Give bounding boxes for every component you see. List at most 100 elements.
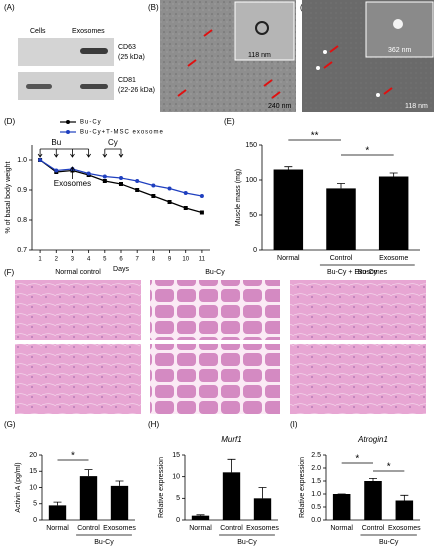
bar bbox=[191, 515, 210, 520]
panel-label: (E) bbox=[224, 117, 235, 126]
x-tick-label: 11 bbox=[199, 257, 206, 263]
column-label: Exosomes bbox=[72, 28, 105, 35]
x-tick-label: Control bbox=[220, 525, 243, 532]
y-tick-label: 0.9 bbox=[17, 187, 27, 194]
point bbox=[119, 182, 123, 186]
significance-label: * bbox=[71, 451, 75, 462]
scale-label: 118 nm bbox=[405, 103, 428, 110]
y-tick-label: 15 bbox=[172, 452, 180, 459]
y-tick-label: 150 bbox=[245, 142, 257, 149]
vesicle bbox=[393, 19, 403, 29]
point bbox=[151, 183, 156, 188]
bar bbox=[222, 472, 241, 520]
x-axis-label: Days bbox=[113, 266, 129, 273]
x-tick-label: Normal bbox=[277, 255, 300, 262]
error-bar bbox=[84, 469, 93, 477]
point bbox=[38, 158, 43, 162]
annotation: Exosomes bbox=[54, 179, 91, 188]
group-label: Bu-Cy bbox=[379, 539, 399, 546]
y-tick-label: 0.7 bbox=[17, 247, 27, 254]
error-bar bbox=[227, 458, 236, 473]
bar bbox=[332, 494, 351, 520]
bar bbox=[79, 476, 98, 520]
point bbox=[199, 210, 204, 215]
marker-size: (22-26 kDa) bbox=[118, 87, 155, 94]
bar bbox=[378, 176, 409, 250]
point bbox=[135, 179, 140, 183]
legend-label: Bu-Cy bbox=[80, 120, 102, 126]
legend-marker bbox=[66, 120, 70, 124]
column-title: Normal control bbox=[55, 269, 101, 276]
x-tick-label: Normal bbox=[189, 525, 212, 532]
error-bar bbox=[369, 478, 377, 481]
x-tick-label: 6 bbox=[119, 257, 123, 263]
dose-arrow bbox=[86, 149, 91, 158]
y-tick-label: 50 bbox=[249, 212, 257, 219]
significance-label: ** bbox=[311, 131, 319, 142]
y-tick-label: 10 bbox=[172, 474, 180, 481]
bar bbox=[253, 498, 272, 520]
y-tick-label: 15 bbox=[29, 468, 37, 475]
x-tick-label: 10 bbox=[182, 257, 189, 263]
error-bar bbox=[284, 166, 293, 170]
histology-image bbox=[15, 344, 141, 414]
marker-size: (25 kDa) bbox=[118, 54, 145, 61]
point bbox=[183, 206, 188, 210]
column-label: Cells bbox=[30, 28, 46, 35]
point bbox=[86, 171, 91, 176]
error-bar bbox=[337, 183, 345, 189]
annotation: Cy bbox=[108, 138, 118, 147]
point bbox=[199, 194, 204, 198]
dose-arrow bbox=[102, 149, 108, 158]
y-tick-label: 2.5 bbox=[311, 452, 321, 459]
point bbox=[102, 174, 107, 179]
bar bbox=[364, 481, 382, 520]
dose-arrow bbox=[37, 149, 43, 158]
x-tick-label: 5 bbox=[103, 257, 107, 263]
point bbox=[167, 186, 172, 191]
point bbox=[183, 191, 188, 195]
panel-label: (G) bbox=[4, 420, 16, 429]
point bbox=[54, 168, 59, 173]
y-tick-label: 0 bbox=[253, 247, 257, 254]
y-tick-label: 5 bbox=[176, 495, 180, 502]
y-tick-label: 1.0 bbox=[17, 157, 27, 164]
x-tick-label: Exosomes bbox=[246, 525, 279, 532]
annotation: Bu bbox=[51, 138, 61, 147]
group-label: Bu-Cy bbox=[94, 539, 114, 546]
significance-label: * bbox=[355, 454, 359, 465]
vesicles bbox=[316, 50, 380, 97]
column-title: Bu-Cy + Exosomes bbox=[327, 269, 388, 276]
x-tick-label: 3 bbox=[71, 257, 75, 263]
point bbox=[151, 194, 156, 198]
x-tick-label: Exosome bbox=[379, 255, 408, 262]
y-tick-label: 1.0 bbox=[311, 491, 321, 498]
error-bar bbox=[400, 494, 409, 501]
exosome-arrow bbox=[70, 166, 75, 179]
dose-arrow bbox=[70, 149, 75, 158]
x-tick-label: 1 bbox=[38, 257, 42, 263]
group-label: Bu-Cy bbox=[237, 539, 257, 546]
bar bbox=[110, 485, 129, 520]
x-tick-label: 9 bbox=[168, 257, 172, 263]
x-tick-label: 7 bbox=[136, 257, 140, 263]
error-bar bbox=[53, 501, 62, 506]
marker-label: CD81 bbox=[118, 77, 136, 84]
y-axis-label: Relative expression bbox=[158, 457, 165, 518]
y-tick-label: 20 bbox=[29, 452, 37, 459]
scale-label: 362 nm bbox=[388, 47, 412, 54]
x-tick-label: Control bbox=[330, 255, 353, 262]
legend-label: Bu-Cy+T-MSC exosome bbox=[80, 130, 164, 136]
error-bar bbox=[258, 487, 267, 499]
y-axis-label: Activin A (pg/ml) bbox=[15, 462, 22, 512]
panel-label: (H) bbox=[148, 420, 159, 429]
error-bar bbox=[389, 172, 398, 177]
chart-title: Atrogin1 bbox=[357, 435, 388, 444]
panel-label: (D) bbox=[4, 117, 15, 126]
chart-title: Murf1 bbox=[221, 435, 241, 444]
histology-image bbox=[150, 344, 280, 414]
x-tick-label: 4 bbox=[87, 257, 91, 263]
y-axis-label: Relative expression bbox=[299, 457, 306, 518]
x-tick-label: Control bbox=[77, 525, 100, 532]
group-label: Bu-Cy bbox=[358, 269, 378, 276]
